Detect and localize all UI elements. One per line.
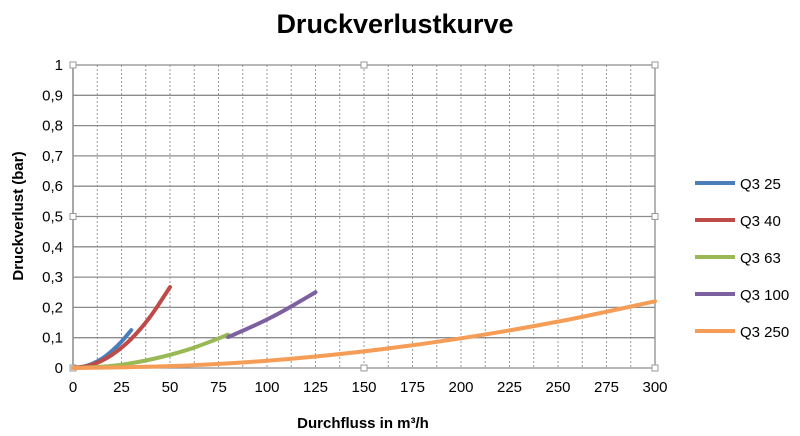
selection-handle: [651, 61, 659, 69]
y-tick-label: 0,6: [42, 178, 63, 195]
x-tick-label: 75: [210, 379, 227, 396]
x-tick-label: 0: [69, 379, 77, 396]
x-tick-label: 175: [400, 379, 425, 396]
chart-title: Druckverlustkurve: [276, 9, 513, 39]
y-axis-label: Druckverlust (bar): [10, 151, 27, 280]
x-tick-label: 125: [303, 379, 328, 396]
x-tick-label: 100: [254, 379, 279, 396]
y-tick-label: 0: [55, 360, 63, 377]
legend-label: Q3 250: [740, 324, 789, 341]
selection-handle: [651, 213, 659, 220]
grid: [69, 61, 659, 372]
x-tick-label: 300: [642, 379, 667, 396]
selection-handle: [69, 213, 77, 220]
series-line-q3-250: [71, 299, 657, 370]
y-tick-label: 0,2: [42, 299, 63, 316]
y-tick-label: 0,5: [42, 209, 63, 226]
series-line-q3-40: [71, 285, 172, 370]
x-tick-label: 25: [113, 379, 130, 396]
y-tick-label: 0,4: [42, 239, 63, 256]
x-tick-label: 275: [594, 379, 619, 396]
y-tick-label: 0,7: [42, 148, 63, 165]
selection-handle: [360, 61, 368, 69]
y-tick-label: 0,9: [42, 87, 63, 104]
x-tick-label: 50: [162, 379, 179, 396]
series-lines: [71, 285, 657, 370]
legend-label: Q3 25: [740, 176, 781, 193]
x-tick-label: 150: [351, 379, 376, 396]
x-axis-label: Durchfluss in m³/h: [297, 415, 429, 432]
y-tick-label: 0,1: [42, 330, 63, 347]
legend-label: Q3 63: [740, 250, 781, 267]
legend: Q3 25 Q3 40 Q3 63 Q3 100 Q3 250: [695, 176, 789, 341]
x-tick-label: 225: [497, 379, 522, 396]
x-tick-label: 250: [545, 379, 570, 396]
series-line-q3-100: [226, 290, 318, 340]
x-tick-label: 200: [448, 379, 473, 396]
selection-handle: [360, 364, 368, 372]
selection-handle: [69, 61, 77, 69]
y-tick-label: 0,8: [42, 118, 63, 135]
legend-label: Q3 100: [740, 287, 789, 304]
y-tick-label: 0,3: [42, 269, 63, 286]
y-tick-label: 1: [55, 57, 63, 74]
legend-label: Q3 40: [740, 213, 781, 230]
selection-handle: [651, 364, 659, 372]
ticks: 0 0,1 0,2 0,3 0,4 0,5 0,6 0,7 0,8 0,9 1 0 25 50 75 100 1…: [42, 57, 667, 396]
